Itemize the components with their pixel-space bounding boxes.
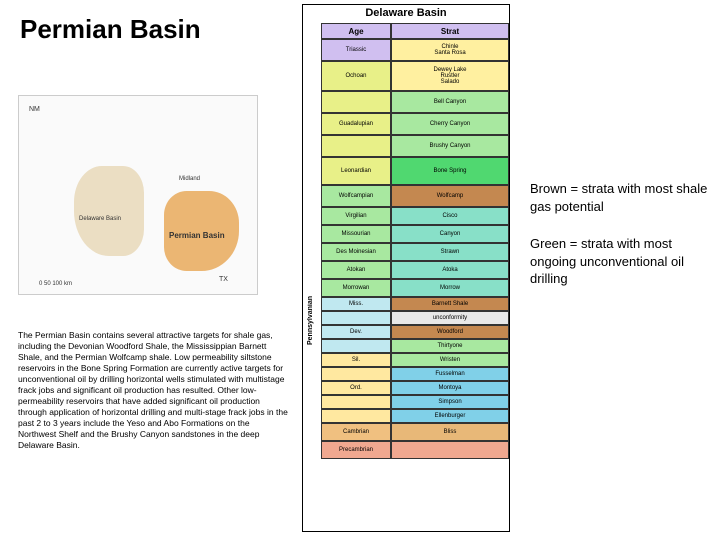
strat-strat-cell: Simpson — [391, 395, 509, 409]
strat-age-cell: Sil. — [321, 353, 391, 367]
map-label: TX — [219, 276, 228, 283]
strat-strat-cell: Woodford — [391, 325, 509, 339]
strat-strat-cell: Fusselman — [391, 367, 509, 381]
map-panel: Permian Basin Midland Delaware Basin NM TX 0… — [18, 95, 258, 295]
strat-age-cell: Ord. — [321, 381, 391, 395]
strat-strat-cell: Morrow — [391, 279, 509, 297]
map-label: Permian Basin — [169, 231, 225, 240]
strat-age-cell: Wolfcampian — [321, 185, 391, 207]
strat-strat-cell: Ellenburger — [391, 409, 509, 423]
strat-strat-cell: Strawn — [391, 243, 509, 261]
strat-header-strat: Strat — [391, 23, 509, 39]
strat-age-cell — [321, 367, 391, 381]
strat-strat-cell: Wristen — [391, 353, 509, 367]
strat-age-cell: Atokan — [321, 261, 391, 279]
strat-age-cell — [321, 311, 391, 325]
strat-strat-cell: Wolfcamp — [391, 185, 509, 207]
map-scale: 0 50 100 km — [39, 281, 72, 287]
strat-strat-cell: Cherry Canyon — [391, 113, 509, 135]
strat-strat-cell: Bone Spring — [391, 157, 509, 185]
strat-strat-cell: Bliss — [391, 423, 509, 441]
strat-strat-cell: Cisco — [391, 207, 509, 225]
strat-age-cell — [321, 135, 391, 157]
strat-age-cell — [321, 339, 391, 353]
strat-age-cell — [321, 91, 391, 113]
strat-age-cell: Dev. — [321, 325, 391, 339]
strat-strat-cell: Brushy Canyon — [391, 135, 509, 157]
strat-age-cell: Ochoan — [321, 61, 391, 91]
map-label: Delaware Basin — [79, 216, 121, 222]
strat-age-cell — [321, 395, 391, 409]
strat-strat-cell: Atoka — [391, 261, 509, 279]
strat-age-cell: Leonardian — [321, 157, 391, 185]
description-text: The Permian Basin contains several attra… — [18, 330, 288, 452]
strat-strat-cell: unconformity — [391, 311, 509, 325]
delaware-basin-region — [74, 166, 144, 256]
legend-green: Green = strata with most ongoing unconve… — [530, 235, 715, 288]
strat-strat-cell: Chinle Santa Rosa — [391, 39, 509, 61]
strat-age-cell: Triassic — [321, 39, 391, 61]
strat-header-age: Age — [321, 23, 391, 39]
strat-strat-cell: Montoya — [391, 381, 509, 395]
strat-age-cell: Miss. — [321, 297, 391, 311]
strat-strat-cell: Thirtyone — [391, 339, 509, 353]
strat-age-cell: Guadalupian — [321, 113, 391, 135]
strat-age-cell: Virgilian — [321, 207, 391, 225]
strat-strat-cell: Dewey Lake Rustler Salado — [391, 61, 509, 91]
strat-strat-cell: Bell Canyon — [391, 91, 509, 113]
strat-strat-cell: Barnett Shale — [391, 297, 509, 311]
vertical-label-penn: Pennsylvanian — [307, 215, 314, 345]
strat-age-cell — [321, 409, 391, 423]
strat-age-cell: Missourian — [321, 225, 391, 243]
strat-column: Delaware Basin Age Strat Pennsylvanian T… — [302, 4, 510, 532]
strat-strat-cell — [391, 441, 509, 459]
map-label: NM — [29, 106, 40, 113]
map-label: Midland — [179, 176, 200, 182]
strat-age-cell: Morrowan — [321, 279, 391, 297]
strat-title: Delaware Basin — [303, 7, 509, 19]
legend-brown: Brown = strata with most shale gas poten… — [530, 180, 715, 215]
strat-strat-cell: Canyon — [391, 225, 509, 243]
strat-age-cell: Cambrian — [321, 423, 391, 441]
strat-age-cell: Des Moinesian — [321, 243, 391, 261]
page-title: Permian Basin — [20, 14, 201, 45]
strat-age-cell: Precambrian — [321, 441, 391, 459]
